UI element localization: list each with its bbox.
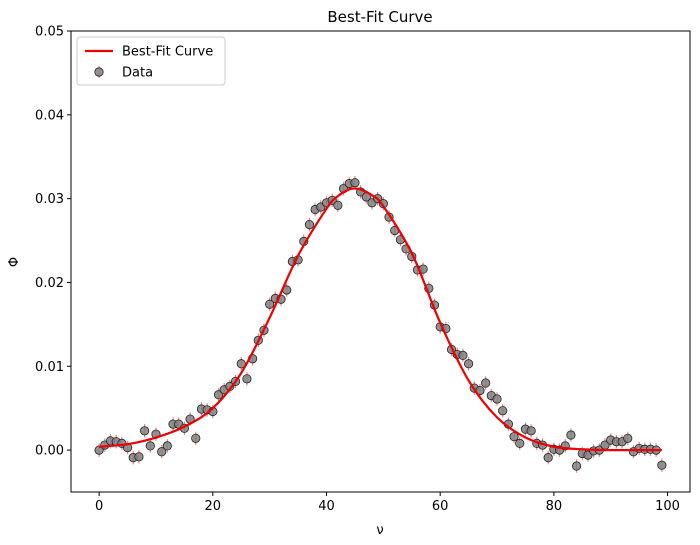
plot-area	[94, 176, 667, 473]
data-point	[162, 441, 172, 451]
data-point	[145, 441, 155, 451]
data-point	[572, 461, 582, 471]
chart-title: Best-Fit Curve	[327, 8, 432, 26]
data-point	[140, 426, 150, 436]
data-point	[526, 426, 536, 436]
data-point	[265, 299, 275, 309]
best-fit-curve	[99, 187, 662, 452]
y-tick-label: 0.01	[35, 360, 64, 375]
y-tick-label: 0.04	[35, 108, 64, 123]
data-point	[515, 438, 525, 448]
legend-marker-swatch	[94, 67, 104, 77]
legend: Best-Fit Curve Data	[76, 36, 226, 86]
x-tick-label: 40	[318, 499, 335, 514]
data-point	[304, 220, 315, 230]
data-point	[464, 359, 474, 369]
y-tick-label: 0.05	[35, 25, 64, 40]
data-point	[350, 178, 360, 188]
plot-frame	[70, 30, 691, 493]
legend-label-best-fit: Best-Fit Curve	[122, 45, 213, 60]
legend-box	[76, 36, 226, 86]
data-point	[566, 430, 576, 440]
data-point	[134, 452, 144, 462]
data-point	[191, 433, 201, 443]
data-point	[498, 406, 508, 416]
data-point	[213, 390, 224, 400]
data-point	[509, 432, 519, 442]
x-tick-label: 0	[95, 499, 103, 514]
data-point	[333, 200, 343, 210]
legend-label-data: Data	[122, 66, 153, 81]
y-tick-label: 0.03	[35, 192, 64, 207]
axis-ticks: 0 20 40 60 80 100 0.00 0.01 0.02 0.03 0.04 0.05	[35, 25, 680, 515]
data-point	[492, 394, 502, 404]
data-point	[242, 374, 252, 384]
y-tick-label: 0.00	[35, 444, 64, 459]
data-point	[481, 378, 491, 388]
x-tick-label: 100	[655, 499, 680, 514]
data-point	[157, 447, 167, 457]
data-point	[657, 460, 667, 470]
y-axis-label: Φ	[7, 257, 22, 267]
x-tick-label: 20	[205, 499, 222, 514]
data-point	[458, 350, 468, 360]
data-point	[543, 453, 553, 463]
x-tick-label: 80	[546, 499, 563, 514]
data-point	[623, 433, 633, 443]
x-axis-label: ν	[376, 523, 383, 538]
y-tick-label: 0.02	[35, 276, 64, 291]
x-tick-label: 60	[432, 499, 449, 514]
